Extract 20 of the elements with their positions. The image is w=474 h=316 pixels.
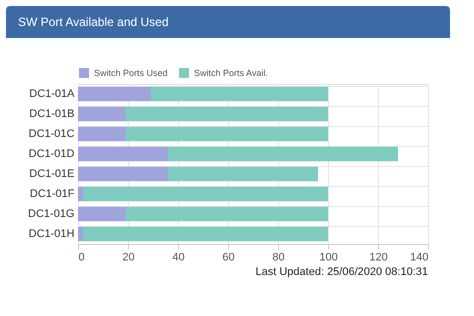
x-tick-label: 20 — [122, 252, 135, 264]
x-tick-label: 120 — [369, 252, 388, 264]
legend-label: Switch Ports Used — [94, 68, 168, 78]
x-tick-label: 140 — [410, 252, 428, 264]
x-tick-label: 100 — [319, 252, 338, 264]
y-tick-label: DC1-01H — [28, 228, 75, 240]
y-tick-label: DC1-01A — [29, 88, 76, 100]
y-tick-label: DC1-01E — [29, 168, 74, 180]
legend-label: Switch Ports Avail. — [194, 68, 268, 78]
y-tick-label: DC1-01C — [28, 128, 75, 140]
y-tick-label: DC1-01F — [30, 188, 75, 200]
x-tick-label: 40 — [172, 252, 185, 264]
text: Last Updated: 25/06/2020 08:10:31 — [256, 266, 428, 278]
y-tick-label: DC1-01B — [29, 108, 74, 120]
chart-title: SW Port Available and Used — [18, 15, 169, 29]
y-tick-label: DC1-01G — [28, 208, 74, 220]
x-tick-label: 0 — [78, 252, 85, 264]
x-tick-label: 60 — [222, 252, 235, 264]
x-tick-label: 80 — [272, 252, 285, 264]
y-tick-label: DC1-01D — [28, 148, 75, 160]
